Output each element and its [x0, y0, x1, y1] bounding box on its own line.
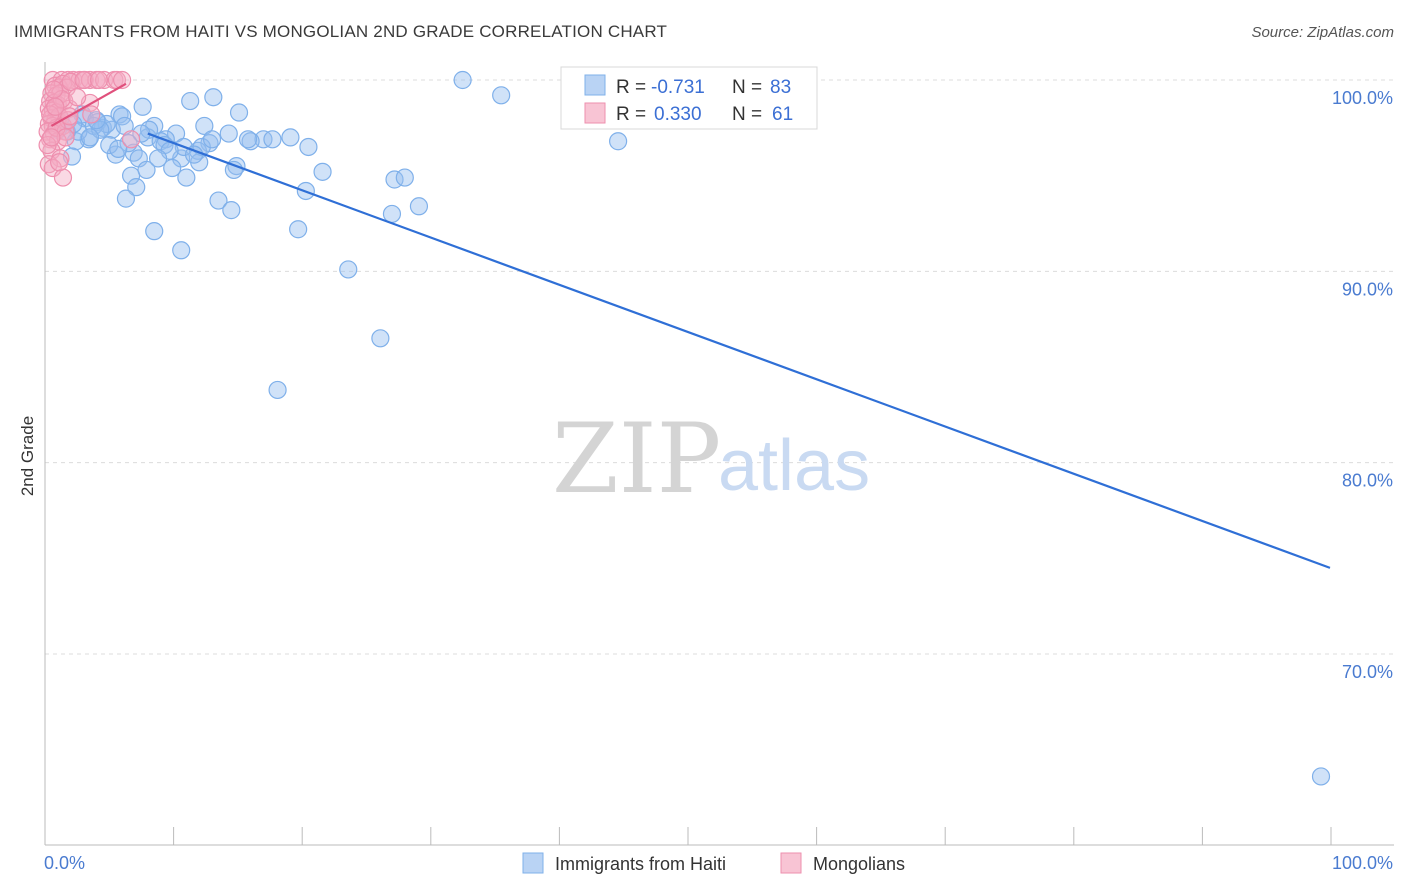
point-haiti-44 [116, 189, 136, 208]
trend-line-mongolians [50, 82, 127, 127]
point-mongolians-52 [68, 88, 87, 107]
trend-layer [50, 82, 1331, 569]
y-tick-label-0: 100.0% [1332, 88, 1393, 108]
point-haiti-53 [371, 329, 390, 348]
point-haiti-52 [339, 260, 358, 279]
point-haiti-65 [241, 132, 260, 151]
point-haiti-59 [263, 130, 282, 149]
chart-title: IMMIGRANTS FROM HAITI VS MONGOLIAN 2ND G… [14, 22, 668, 41]
point-haiti-2 [181, 91, 200, 111]
watermark: ZIP atlas [552, 403, 870, 515]
point-haiti-50 [145, 222, 164, 241]
point-haiti-51 [172, 241, 191, 260]
series-legend-label-mongolians: Mongolians [813, 854, 905, 874]
axes [44, 62, 1394, 846]
legend-n-value-mongolians: 61 [772, 104, 793, 125]
point-haiti-82 [87, 111, 106, 130]
legend-n-label-mongolians: N = [732, 104, 762, 125]
point-haiti-6 [110, 105, 129, 124]
correlation-legend: R = -0.731 N = 83 R = 0.330 N = 61 [560, 66, 818, 130]
point-haiti-37 [121, 166, 141, 185]
point-haiti-36 [313, 162, 332, 181]
series-legend-swatch-mongolians [780, 852, 802, 874]
point-haiti-49 [289, 220, 308, 239]
point-haiti-14 [195, 116, 214, 136]
point-haiti-73 [238, 130, 258, 149]
point-haiti-5 [229, 103, 249, 122]
point-haiti-3 [204, 88, 223, 107]
y-tick-label-3: 70.0% [1342, 662, 1393, 682]
point-haiti-54 [268, 380, 287, 400]
legend-r-label-haiti: R = [616, 77, 646, 98]
series-legend-swatch-haiti [522, 852, 544, 874]
point-haiti-45 [209, 191, 228, 210]
legend-r-label-mongolians: R = [616, 104, 646, 125]
point-mongolians-59 [74, 70, 93, 90]
x-tick-label-1: 100.0% [1332, 853, 1393, 873]
point-haiti-17 [281, 128, 300, 147]
series-legend-label-haiti: Immigrants from Haiti [555, 854, 726, 874]
point-mongolians-58 [42, 128, 61, 147]
point-haiti-42 [127, 178, 146, 197]
legend-n-value-haiti: 83 [770, 77, 791, 98]
point-haiti-4 [133, 97, 152, 116]
point-haiti-76 [80, 128, 100, 147]
x-tick-label-0: 0.0% [44, 853, 85, 873]
point-haiti-46 [222, 201, 241, 220]
point-mongolians-55 [50, 153, 69, 172]
point-haiti-25 [299, 137, 318, 157]
legend-swatch-mongolians [584, 102, 606, 124]
point-mongolians-56 [44, 80, 64, 99]
point-haiti-0 [453, 70, 472, 90]
y-axis-title: 2nd Grade [18, 416, 37, 496]
point-haiti-80 [109, 139, 128, 158]
point-haiti-47 [382, 204, 402, 224]
point-mongolians-44 [53, 168, 73, 187]
point-haiti-68 [1311, 767, 1331, 786]
point-haiti-38 [177, 168, 196, 187]
point-haiti-78 [202, 130, 222, 149]
point-haiti-40 [395, 168, 414, 187]
point-haiti-15 [166, 124, 186, 143]
source-credit: Source: ZipAtlas.com [1251, 24, 1394, 41]
point-haiti-16 [219, 124, 238, 143]
point-haiti-55 [609, 132, 628, 151]
gridlines [45, 79, 1394, 655]
y-tick-labels: 100.0% 90.0% 80.0% 70.0% [1332, 88, 1393, 682]
series-legend: Immigrants from Haiti Mongolians [522, 852, 905, 874]
legend-r-value-mongolians: 0.330 [654, 104, 702, 125]
points-layer [38, 70, 1331, 786]
x-tick-labels: 0.0% 100.0% [44, 853, 1393, 873]
point-haiti-1 [492, 86, 511, 105]
point-mongolians-53 [56, 128, 75, 147]
point-mongolians-39 [121, 130, 141, 149]
point-mongolians-60 [89, 70, 109, 90]
point-haiti-26 [124, 143, 143, 162]
y-tick-label-2: 80.0% [1342, 471, 1393, 491]
point-mongolians-8 [95, 70, 114, 90]
trend-line-haiti [147, 132, 1331, 569]
point-haiti-63 [100, 135, 119, 155]
legend-swatch-haiti [584, 74, 606, 96]
point-haiti-48 [409, 197, 429, 216]
watermark-zip: ZIP [552, 403, 721, 515]
point-mongolians-45 [82, 105, 101, 124]
watermark-atlas: atlas [718, 426, 870, 506]
point-haiti-81 [148, 149, 168, 168]
y-tick-label-1: 90.0% [1342, 279, 1393, 299]
legend-r-value-haiti: -0.731 [651, 77, 705, 98]
point-mongolians-51 [112, 70, 132, 90]
legend-n-label-haiti: N = [732, 77, 762, 98]
point-haiti-71 [91, 120, 110, 139]
